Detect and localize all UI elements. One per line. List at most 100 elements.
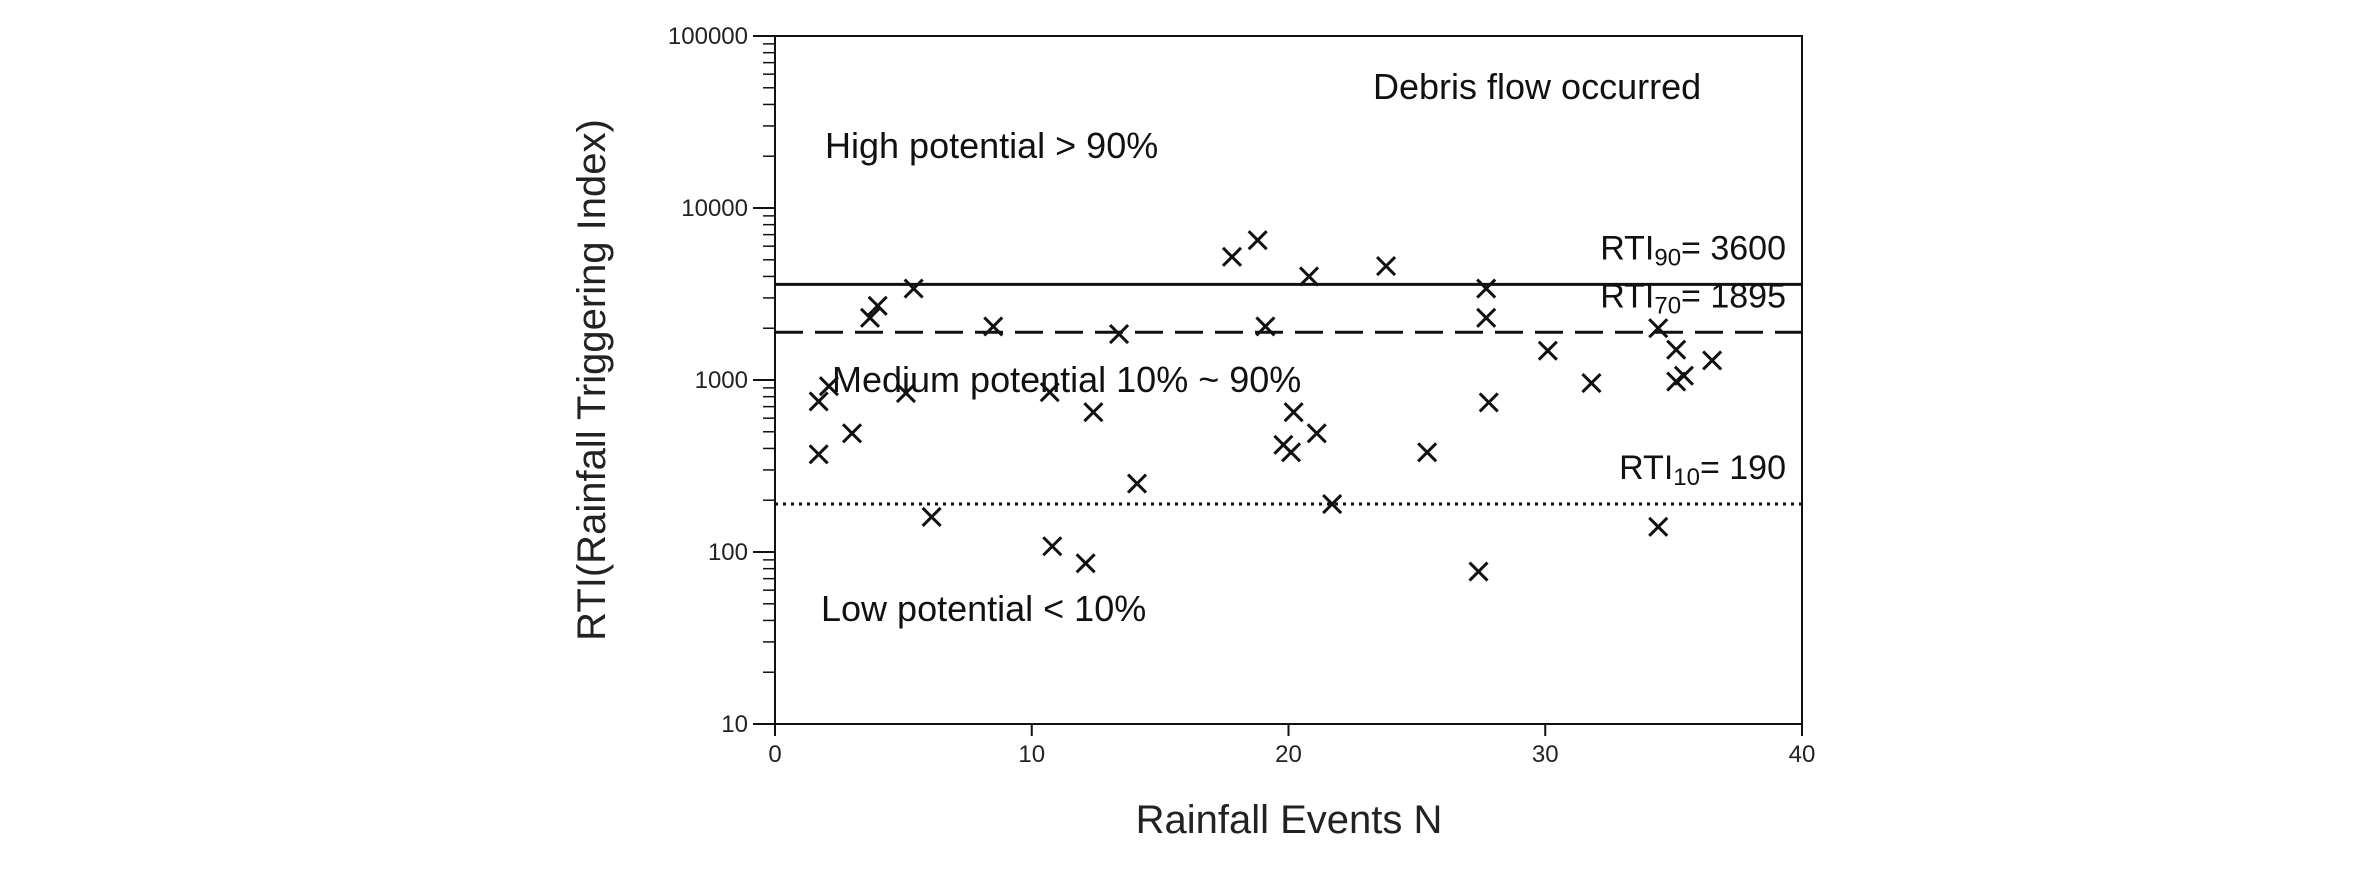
marker-stroke [1221, 246, 1243, 267]
data-point-marker [808, 444, 829, 465]
data-point-marker [1468, 561, 1489, 582]
x-tick-label: 40 [1789, 741, 1816, 768]
marker-stroke [1376, 255, 1397, 277]
data-point-marker [808, 391, 829, 412]
marker-stroke [1075, 553, 1096, 574]
data-point-marker [1666, 339, 1687, 360]
data-point-marker [1126, 473, 1148, 494]
data-point-marker [1283, 402, 1304, 423]
marker-stroke [903, 278, 924, 299]
data-point-marker [1042, 536, 1063, 557]
marker-stroke [1478, 392, 1499, 413]
marker-stroke [818, 376, 839, 397]
reference-line-labels: RTI90= 3600 RTI70= 1895 RTI10= 190 [1600, 229, 1786, 491]
marker-stroke [808, 391, 829, 412]
marker-stroke [841, 423, 863, 444]
y-tick-label: 1000 [695, 367, 748, 394]
marker-stroke [859, 307, 881, 328]
y-major-ticks [753, 35, 775, 725]
data-point-marker [1478, 392, 1499, 413]
marker-stroke [1648, 516, 1669, 537]
marker-stroke [1648, 318, 1669, 339]
marker-stroke [1322, 493, 1343, 515]
marker-stroke [1255, 316, 1276, 337]
data-point-marker [1247, 230, 1268, 251]
x-axis-title: Rainfall Events N [1136, 798, 1443, 842]
marker-stroke [1126, 473, 1148, 494]
marker-stroke [867, 295, 888, 316]
data-point-marker [903, 278, 924, 299]
data-point-marker [1702, 350, 1723, 371]
marker-stroke [1702, 350, 1723, 371]
data-point-marker [1673, 365, 1694, 386]
data-point-marker [1648, 318, 1669, 339]
marker-stroke [1666, 339, 1687, 360]
data-point-marker [859, 307, 881, 328]
x-tick-labels: 0 10 20 30 40 [768, 741, 1815, 768]
data-point-marker [1322, 493, 1343, 515]
y-minor-ticks [763, 43, 775, 673]
marker-stroke [1247, 230, 1268, 251]
marker-stroke [1581, 372, 1602, 394]
data-point-marker [1306, 423, 1327, 444]
marker-stroke [1083, 402, 1104, 423]
marker-stroke [1673, 365, 1694, 386]
marker-stroke [1108, 323, 1130, 345]
marker-stroke [1283, 402, 1304, 423]
marker-stroke [1476, 307, 1497, 328]
data-point-marker [1581, 372, 1602, 394]
marker-stroke [1306, 423, 1327, 444]
data-point-marker [1108, 323, 1130, 345]
annotation-high-potential: High potential > 90% [825, 125, 1158, 166]
data-point-marker [818, 376, 839, 397]
x-tick-label: 10 [1018, 741, 1045, 768]
annotation-debris-flow: Debris flow occurred [1373, 66, 1701, 107]
data-point-marker [983, 316, 1004, 337]
plot-area [753, 35, 1803, 736]
marker-stroke [921, 506, 942, 527]
marker-stroke [895, 382, 917, 404]
data-point-marker [1417, 442, 1438, 463]
data-point-marker [895, 382, 917, 404]
reference-label-rti90: RTI90= 3600 [1600, 229, 1786, 271]
data-point-marker [1537, 340, 1558, 361]
reference-lines [775, 282, 1802, 506]
data-point-marker [1476, 278, 1497, 299]
y-tick-label: 10 [721, 711, 748, 738]
y-axis-title: RTI(Rainfall Triggering Index) [570, 119, 614, 641]
reference-label-rti70: RTI70= 1895 [1600, 277, 1786, 319]
data-point-marker [1075, 553, 1096, 574]
data-point-marker [1039, 382, 1060, 403]
data-point-marker [1376, 255, 1397, 277]
data-point-marker [1476, 307, 1497, 328]
marker-stroke [1039, 382, 1060, 403]
x-tick-label: 0 [768, 741, 781, 768]
y-tick-labels: 10 100 1000 10000 100000 [668, 23, 748, 738]
x-tick-label: 20 [1275, 741, 1302, 768]
marker-stroke [1537, 340, 1558, 361]
y-tick-label: 10000 [681, 195, 748, 222]
data-point-marker [1648, 516, 1669, 537]
marker-stroke [1417, 442, 1438, 463]
marker-stroke [983, 316, 1004, 337]
data-point-marker [867, 295, 888, 316]
x-ticks [774, 724, 1803, 736]
marker-stroke [1042, 536, 1063, 557]
marker-stroke [1281, 442, 1302, 463]
reference-label-rti10: RTI10= 190 [1619, 449, 1786, 491]
data-point-marker [1298, 266, 1320, 287]
marker-stroke [1476, 278, 1497, 299]
y-tick-label: 100000 [668, 23, 748, 50]
marker-stroke [1298, 266, 1320, 287]
data-point-marker [1083, 402, 1104, 423]
annotation-medium-potential: Medium potential 10% ~ 90% [832, 359, 1301, 400]
data-point-marker [1221, 246, 1243, 267]
marker-stroke [808, 444, 829, 465]
y-tick-label: 100 [708, 539, 748, 566]
data-point-marker [1281, 442, 1302, 463]
marker-stroke [1468, 561, 1489, 582]
x-tick-label: 30 [1532, 741, 1559, 768]
data-point-marker [921, 506, 942, 527]
data-markers [808, 230, 1723, 582]
